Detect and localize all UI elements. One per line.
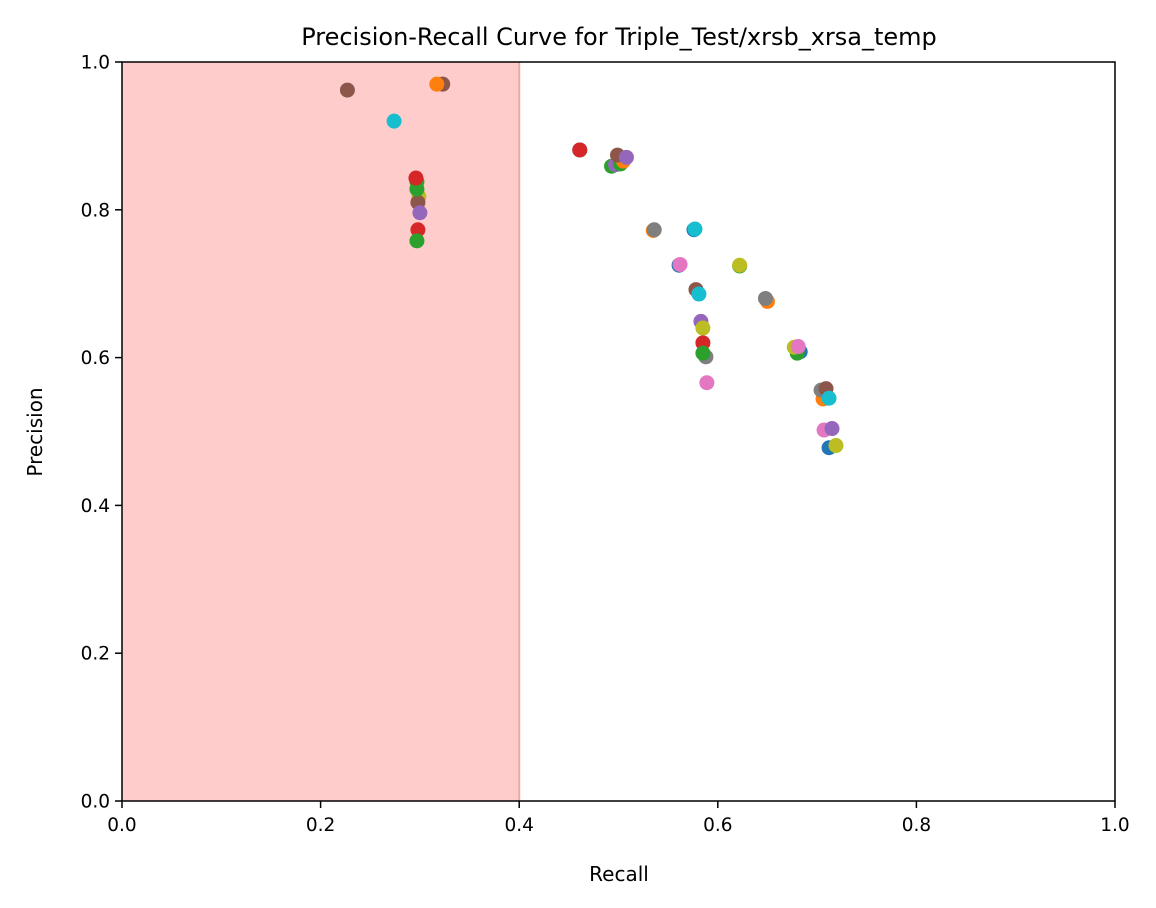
x-tick-label: 0.6 <box>703 815 732 836</box>
x-axis-label: Recall <box>589 862 649 886</box>
data-point <box>646 222 662 238</box>
data-point <box>409 181 425 197</box>
x-tick-label: 0.8 <box>902 815 931 836</box>
data-point <box>790 339 806 355</box>
x-tick-label: 0.0 <box>107 815 136 836</box>
x-tick-label: 0.4 <box>504 815 533 836</box>
data-point <box>412 205 428 221</box>
data-point <box>821 390 837 406</box>
x-tick-label: 1.0 <box>1100 815 1129 836</box>
data-point <box>699 375 715 391</box>
data-point <box>409 233 425 249</box>
data-point <box>732 257 748 273</box>
data-point <box>695 345 711 361</box>
y-axis-label: Precision <box>23 387 47 476</box>
x-tick-label: 0.2 <box>306 815 335 836</box>
y-tick-label: 0.0 <box>81 792 110 813</box>
data-point <box>672 256 688 272</box>
data-point <box>618 149 634 165</box>
y-tick-label: 0.8 <box>81 200 110 221</box>
y-tick-label: 0.2 <box>81 644 110 665</box>
x-axis-ticks: 0.0 0.2 0.4 0.6 0.8 1.0 <box>107 801 1130 836</box>
data-point <box>695 320 711 336</box>
data-point <box>339 82 355 98</box>
y-axis-ticks: 0.0 0.2 0.4 0.6 0.8 1.0 <box>81 53 122 813</box>
data-point <box>408 170 424 186</box>
data-point <box>828 438 844 454</box>
data-point <box>429 76 445 92</box>
data-point <box>695 335 711 351</box>
data-point <box>410 222 426 238</box>
data-point <box>687 221 703 237</box>
scatter-points <box>339 76 844 456</box>
axes-frame <box>121 61 1116 802</box>
data-point <box>572 142 588 158</box>
data-point <box>757 290 773 306</box>
y-tick-label: 0.6 <box>81 348 110 369</box>
data-point <box>386 113 402 129</box>
y-tick-label: 0.4 <box>81 496 110 517</box>
data-point <box>824 421 840 437</box>
chart-title: Precision-Recall Curve for Triple_Test/x… <box>301 23 937 51</box>
y-tick-label: 1.0 <box>81 53 110 74</box>
shaded-region <box>122 62 520 801</box>
data-point <box>691 286 707 302</box>
